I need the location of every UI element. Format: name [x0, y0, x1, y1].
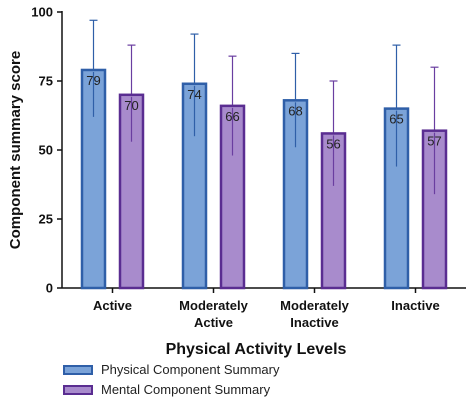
bars — [80, 19, 448, 290]
data-label: 79 — [86, 73, 100, 88]
x-tick-label-line: Inactive — [391, 298, 439, 313]
x-tick-label-line: Moderately — [280, 298, 349, 313]
x-tick-label-line: Active — [194, 315, 233, 330]
y-tick-label: 100 — [31, 5, 53, 20]
x-tick-label: Moderately Active — [179, 298, 248, 330]
y-tick-label: 0 — [46, 281, 53, 296]
x-tick-label-line: Inactive — [290, 315, 338, 330]
bar-physical — [282, 99, 309, 290]
labels: 79 70 74 66 68 56 65 57 — [86, 73, 441, 151]
x-tick-label-line: Active — [93, 298, 132, 313]
y-axis-title: Component summary score — [7, 51, 24, 249]
bar-physical — [181, 82, 208, 290]
bar-physical — [383, 107, 410, 290]
bar-mental — [118, 93, 145, 290]
data-label: 65 — [389, 112, 403, 127]
legend: Physical Component Summary Mental Compone… — [63, 362, 280, 397]
x-tick-label: Inactive — [391, 298, 439, 313]
x-tick-label: Moderately Inactive — [280, 298, 349, 330]
x-tick-label-line: Moderately — [179, 298, 248, 313]
bar-physical — [80, 68, 107, 290]
data-label: 70 — [124, 98, 138, 113]
x-tick-label: Active — [93, 298, 132, 313]
x-axis-title: Physical Activity Levels — [166, 341, 347, 358]
y-tick-label: 25 — [39, 212, 53, 227]
legend-swatch-physical — [63, 365, 93, 375]
bar-mental — [320, 132, 347, 290]
y-tick-label: 50 — [39, 143, 53, 158]
legend-swatch-mental — [63, 385, 93, 395]
bar-mental — [421, 129, 448, 290]
bar-mental — [219, 104, 246, 290]
data-label: 56 — [326, 136, 340, 151]
data-label: 57 — [427, 134, 441, 149]
y-tick-label: 75 — [39, 74, 53, 89]
legend-label-mental: Mental Component Summary — [101, 382, 271, 397]
data-label: 74 — [187, 87, 201, 102]
data-label: 66 — [225, 109, 239, 124]
legend-label-physical: Physical Component Summary — [101, 362, 280, 377]
data-label: 68 — [288, 103, 302, 118]
